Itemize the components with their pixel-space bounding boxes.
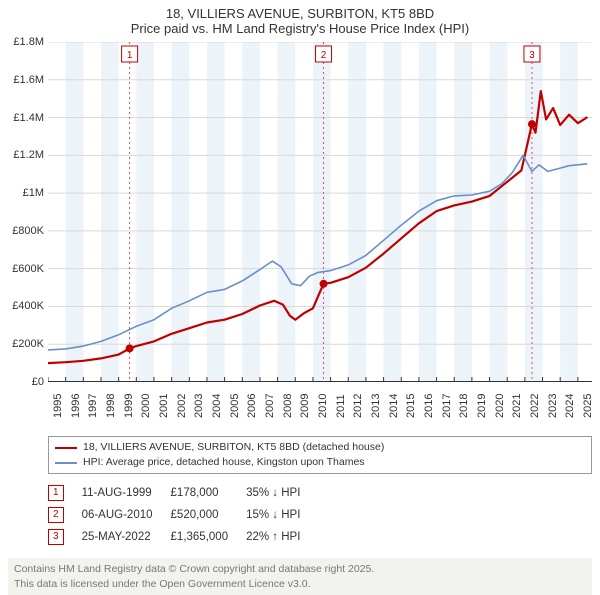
- x-tick-label: 2004: [211, 394, 223, 418]
- sale-marker-box: 2: [48, 507, 64, 523]
- sale-date: 25-MAY-2022: [82, 526, 171, 548]
- y-tick-label: £800K: [12, 225, 48, 237]
- x-tick-label: 2025: [582, 394, 594, 418]
- chart-container: 18, VILLIERS AVENUE, SURBITON, KT5 8BD P…: [0, 0, 600, 590]
- x-tick-label: 2012: [352, 394, 364, 418]
- svg-text:1: 1: [127, 50, 133, 61]
- x-tick-label: 1998: [105, 394, 117, 418]
- x-tick-label: 2024: [564, 394, 576, 418]
- sale-price: £178,000: [171, 482, 247, 504]
- x-axis-labels: 1995 1996 1997 1998 1999 2000 2001 2002 2003 2004…: [48, 382, 592, 430]
- sales-table: 1 11-AUG-1999£178,00035% ↓ HPI 2 06-AUG-201…: [48, 482, 318, 548]
- legend-swatch: [55, 462, 77, 464]
- sale-delta: 35% ↓ HPI: [246, 482, 318, 504]
- y-tick-label: £1.8M: [13, 36, 48, 48]
- sale-date: 11-AUG-1999: [82, 482, 171, 504]
- y-tick-label: £600K: [12, 263, 48, 275]
- x-tick-label: 2013: [370, 394, 382, 418]
- legend-row: HPI: Average price, detached house, King…: [55, 455, 585, 470]
- x-tick-label: 2009: [299, 394, 311, 418]
- x-tick-label: 1996: [70, 394, 82, 418]
- legend-swatch: [55, 447, 77, 449]
- x-tick-label: 2005: [229, 394, 241, 418]
- y-tick-label: £400K: [12, 300, 48, 312]
- y-tick-label: £0: [32, 376, 48, 388]
- y-tick-label: £1.6M: [13, 74, 48, 86]
- x-tick-label: 2000: [140, 394, 152, 418]
- x-tick-label: 2021: [511, 394, 523, 418]
- table-row: 3 25-MAY-2022£1,365,00022% ↑ HPI: [48, 526, 318, 548]
- title-block: 18, VILLIERS AVENUE, SURBITON, KT5 8BD P…: [0, 0, 600, 38]
- svg-text:2: 2: [321, 50, 327, 61]
- x-tick-label: 2008: [282, 394, 294, 418]
- x-tick-label: 2001: [158, 394, 170, 418]
- x-tick-label: 1999: [123, 394, 135, 418]
- x-tick-label: 2010: [317, 394, 329, 418]
- x-tick-label: 2014: [388, 394, 400, 418]
- chart-svg: 1 2 3: [48, 42, 592, 382]
- sale-delta: 22% ↑ HPI: [246, 526, 318, 548]
- footer-line1: Contains HM Land Registry data © Crown c…: [14, 562, 586, 576]
- table-row: 1 11-AUG-1999£178,00035% ↓ HPI: [48, 482, 318, 504]
- x-tick-label: 2015: [405, 394, 417, 418]
- sale-date: 06-AUG-2010: [82, 504, 171, 526]
- title-address: 18, VILLIERS AVENUE, SURBITON, KT5 8BD: [0, 6, 600, 21]
- x-tick-label: 2003: [193, 394, 205, 418]
- x-tick-label: 2020: [494, 394, 506, 418]
- x-tick-label: 2023: [547, 394, 559, 418]
- x-tick-label: 2018: [458, 394, 470, 418]
- legend-label: 18, VILLIERS AVENUE, SURBITON, KT5 8BD (…: [83, 440, 384, 455]
- sale-marker-box: 3: [48, 529, 64, 545]
- x-tick-label: 2017: [441, 394, 453, 418]
- legend-label: HPI: Average price, detached house, King…: [83, 455, 365, 470]
- y-tick-label: £1M: [23, 187, 48, 199]
- footer-line2: This data is licensed under the Open Gov…: [14, 577, 586, 591]
- x-tick-label: 2006: [246, 394, 258, 418]
- chart-plot-area: 123 £0£200K£400K£600K£800K£1M£1.2M£1.4M£…: [48, 42, 592, 382]
- title-subtitle: Price paid vs. HM Land Registry's House …: [0, 21, 600, 36]
- x-tick-label: 2019: [476, 394, 488, 418]
- x-tick-label: 2002: [176, 394, 188, 418]
- sale-price: £520,000: [171, 504, 247, 526]
- x-tick-label: 2016: [423, 394, 435, 418]
- x-tick-label: 2011: [335, 394, 347, 418]
- y-tick-label: £200K: [12, 338, 48, 350]
- y-tick-label: £1.4M: [13, 112, 48, 124]
- footer-attribution: Contains HM Land Registry data © Crown c…: [8, 558, 592, 594]
- sale-marker-box: 1: [48, 485, 64, 501]
- sale-price: £1,365,000: [171, 526, 247, 548]
- x-tick-label: 2007: [264, 394, 276, 418]
- svg-text:3: 3: [529, 50, 535, 61]
- x-tick-label: 2022: [529, 394, 541, 418]
- x-tick-label: 1995: [52, 394, 64, 418]
- sale-delta: 15% ↓ HPI: [246, 504, 318, 526]
- legend-box: 18, VILLIERS AVENUE, SURBITON, KT5 8BD (…: [48, 436, 592, 474]
- legend-row: 18, VILLIERS AVENUE, SURBITON, KT5 8BD (…: [55, 440, 585, 455]
- y-tick-label: £1.2M: [13, 149, 48, 161]
- table-row: 2 06-AUG-2010£520,00015% ↓ HPI: [48, 504, 318, 526]
- x-tick-label: 1997: [87, 394, 99, 418]
